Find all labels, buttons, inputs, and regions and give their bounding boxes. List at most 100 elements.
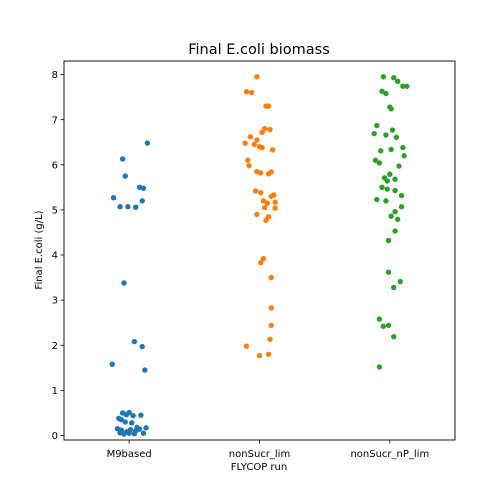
- data-point: [401, 153, 407, 159]
- data-point: [268, 305, 274, 311]
- data-point: [389, 127, 396, 133]
- y-axis-label: Final E.coli (g/L): [34, 210, 45, 289]
- data-point: [138, 412, 144, 418]
- data-point: [260, 255, 267, 262]
- y-tick-label: 5: [52, 205, 58, 216]
- data-point: [258, 259, 264, 266]
- data-point: [387, 171, 393, 177]
- data-point: [132, 204, 139, 210]
- data-point: [384, 186, 390, 192]
- data-point: [383, 132, 389, 138]
- data-point: [385, 269, 392, 275]
- data-point: [272, 205, 278, 211]
- data-point: [119, 156, 126, 162]
- data-point: [268, 274, 274, 281]
- data-point: [391, 74, 397, 81]
- data-point: [376, 364, 383, 370]
- x-tick-label: nonSucr_lim: [229, 449, 290, 460]
- data-point: [400, 83, 406, 89]
- data-point: [380, 323, 387, 329]
- data-point: [110, 195, 117, 201]
- data-point: [122, 173, 128, 179]
- data-point: [376, 160, 383, 166]
- series-M9based: [109, 140, 151, 437]
- data-point: [263, 217, 269, 223]
- data-point: [265, 103, 272, 109]
- y-tick-label: 1: [52, 386, 58, 397]
- y-tick-label: 7: [52, 115, 58, 126]
- data-point: [398, 204, 405, 210]
- data-point: [388, 106, 394, 112]
- data-point: [269, 147, 276, 153]
- data-point: [391, 284, 397, 291]
- chart-title: Final E.coli biomass: [188, 42, 330, 58]
- data-point: [267, 126, 273, 133]
- data-point: [393, 134, 400, 140]
- x-tick-label: M9based: [107, 449, 152, 460]
- data-point: [243, 343, 250, 349]
- data-point: [260, 198, 267, 204]
- data-point: [392, 228, 398, 234]
- data-point: [243, 88, 250, 95]
- data-point: [400, 144, 406, 151]
- data-point: [268, 169, 274, 175]
- data-point: [117, 204, 123, 210]
- data-point: [385, 237, 392, 244]
- data-point: [121, 280, 127, 286]
- data-point: [143, 425, 149, 431]
- data-point: [123, 412, 130, 418]
- data-point: [394, 78, 401, 85]
- data-point: [242, 140, 248, 146]
- data-point: [248, 89, 255, 96]
- y-tick-label: 2: [52, 341, 58, 352]
- y-tick-label: 4: [52, 251, 58, 262]
- y-tick-label: 6: [52, 160, 58, 171]
- x-axis-label: FLYCOP run: [231, 462, 287, 473]
- data-point: [246, 162, 252, 169]
- data-point: [384, 178, 390, 184]
- data-point: [254, 137, 260, 143]
- data-point: [380, 74, 387, 80]
- data-point: [379, 88, 385, 94]
- data-point: [139, 343, 145, 350]
- series-nonSucr_nP_lim: [371, 74, 410, 370]
- data-point: [398, 192, 405, 199]
- data-point: [259, 144, 265, 151]
- data-point: [121, 431, 127, 437]
- data-point: [125, 204, 131, 210]
- y-tick-label: 8: [52, 70, 58, 81]
- data-point: [374, 122, 380, 129]
- data-point: [254, 74, 260, 80]
- data-point: [256, 352, 263, 359]
- data-point: [144, 140, 151, 146]
- data-point: [374, 196, 380, 203]
- data-point: [371, 130, 377, 137]
- data-point: [383, 198, 389, 204]
- data-point: [397, 278, 403, 285]
- data-point: [379, 184, 385, 191]
- data-point: [392, 209, 398, 215]
- data-point: [378, 148, 384, 154]
- data-point: [254, 211, 260, 218]
- data-point: [268, 322, 274, 329]
- data-point: [265, 351, 272, 357]
- data-point: [245, 157, 251, 163]
- data-point: [376, 316, 383, 322]
- data-point: [272, 199, 278, 205]
- data-point: [396, 163, 402, 169]
- data-point: [142, 367, 148, 373]
- data-point: [130, 412, 136, 419]
- data-point: [383, 90, 389, 97]
- y-tick-label: 3: [52, 296, 58, 307]
- data-point: [264, 200, 271, 206]
- y-axis: 0 1 2 3 4 5 6 7 8: [52, 70, 64, 442]
- data-point: [251, 141, 257, 148]
- data-point: [252, 188, 259, 194]
- data-point: [140, 430, 147, 436]
- data-point: [126, 430, 132, 436]
- data-point: [262, 204, 268, 211]
- data-point: [140, 185, 147, 191]
- data-point: [388, 213, 394, 219]
